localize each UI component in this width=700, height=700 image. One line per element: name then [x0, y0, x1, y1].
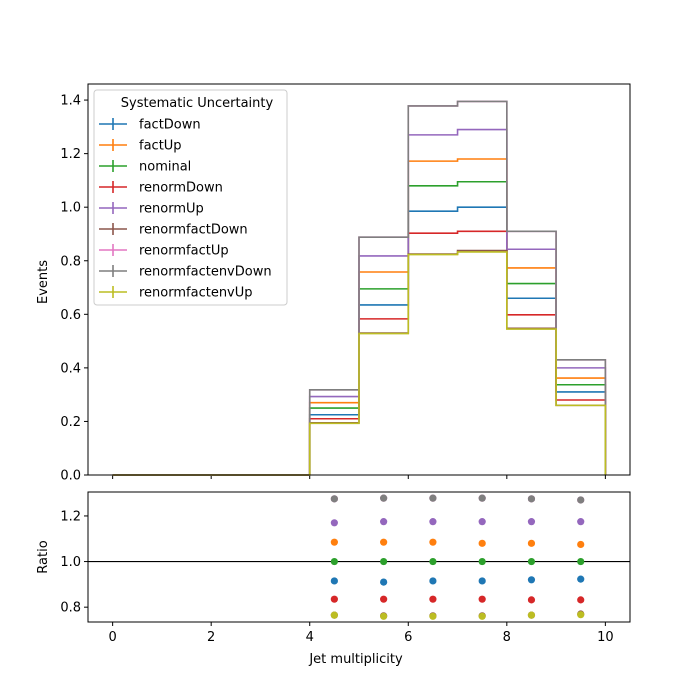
x-tick-label: 0	[108, 630, 116, 645]
legend-entry-renormfactenvDown: renormfactenvDown	[99, 265, 272, 280]
legend-entry-renormfactenvUp: renormfactenvUp	[99, 286, 253, 301]
main-y-tick-label: 0.2	[60, 415, 81, 430]
legend-label-renormDown: renormDown	[139, 181, 223, 196]
legend-title: Systematic Uncertainty	[121, 96, 274, 111]
ratio-point-factUp	[577, 540, 585, 549]
main-panel: 0.0 0.2 0.4 0.6 0.8 1.0 1.2 1.4 Events Systemat…	[36, 83, 631, 484]
main-y-axis-label: Events	[36, 260, 51, 304]
ratio-point-renormDown	[478, 595, 486, 603]
ratio-point-renormfactenvDown	[478, 494, 486, 502]
x-tick-label: 2	[207, 630, 215, 645]
legend-entries: factDown factUp nominal renormDown renormUp r…	[99, 118, 272, 301]
ratio-point-nominal	[429, 557, 437, 566]
ratio-point-nominal	[478, 557, 486, 566]
x-tick-label: 4	[306, 630, 314, 645]
legend-entry-renormDown: renormDown	[99, 181, 223, 196]
legend-box	[93, 89, 288, 306]
ratio-point-factUp	[330, 538, 338, 546]
ratio-point-renormfactenvUp	[330, 611, 338, 619]
x-axis-label: Jet multiplicity	[308, 652, 403, 667]
ratio-point-renormfactenvUp	[380, 612, 388, 620]
ratio-point-factDown	[429, 577, 437, 585]
ratio-point-renormfactenvDown	[527, 495, 536, 503]
main-y-tick-label: 0.4	[60, 361, 81, 376]
legend-label-factUp: factUp	[139, 139, 182, 154]
legend-entry-factDown: factDown	[99, 118, 201, 133]
legend-label-renormUp: renormUp	[139, 202, 204, 217]
ratio-point-nominal	[527, 557, 536, 566]
ratio-points	[330, 494, 585, 620]
ratio-point-renormUp	[478, 518, 486, 526]
ratio-point-factUp	[478, 539, 486, 547]
main-y-tick-label: 0.0	[60, 469, 81, 484]
main-plot-frame	[87, 83, 631, 476]
main-y-tick-label: 1.2	[60, 147, 81, 162]
ratio-point-renormfactenvUp	[527, 611, 536, 619]
ratio-point-renormDown	[527, 596, 536, 604]
ratio-y-tick-label: 1.2	[60, 509, 81, 524]
legend-label-nominal: nominal	[139, 160, 191, 175]
main-y-tick-label: 0.8	[60, 254, 81, 269]
ratio-point-renormUp	[330, 519, 338, 527]
ratio-point-nominal	[380, 557, 388, 566]
main-y-tick-label: 1.0	[60, 201, 81, 216]
ratio-y-tick-label: 0.8	[60, 601, 81, 616]
legend: Systematic Uncertainty factDown factUp nom…	[93, 89, 288, 306]
ratio-panel: 0 2 4 6 8 10 0.8 1.0 1.2 Ratio Jet multiplicity	[36, 491, 631, 667]
ratio-point-nominal	[330, 557, 338, 566]
ratio-y-axis-label: Ratio	[36, 540, 51, 573]
ratio-point-factUp	[527, 539, 536, 547]
ratio-point-renormUp	[380, 518, 388, 526]
ratio-point-factUp	[429, 538, 437, 546]
legend-label-renormfactUp: renormfactUp	[139, 244, 229, 259]
ratio-plot-frame	[87, 491, 631, 623]
ratio-point-renormfactenvUp	[577, 611, 585, 619]
ratio-point-renormUp	[577, 518, 585, 526]
legend-entry-factUp: factUp	[99, 139, 182, 154]
ratio-point-renormUp	[429, 518, 437, 526]
ratio-point-factDown	[380, 578, 388, 586]
ratio-point-renormfactenvUp	[429, 612, 437, 620]
legend-label-renormfactDown: renormfactDown	[139, 223, 248, 238]
ratio-point-renormDown	[330, 595, 338, 603]
ratio-ticks: 0 2 4 6 8 10 0.8 1.0 1.2	[60, 509, 613, 645]
x-tick-label: 6	[404, 630, 412, 645]
ratio-point-factDown	[330, 577, 338, 585]
ratio-y-tick-label: 1.0	[60, 555, 81, 570]
ratio-point-renormDown	[429, 595, 437, 603]
ratio-point-renormfactenvDown	[577, 496, 585, 504]
ratio-point-nominal	[577, 557, 585, 566]
ratio-point-factUp	[380, 538, 388, 546]
ratio-point-renormDown	[380, 595, 388, 603]
ratio-point-renormUp	[527, 518, 536, 526]
ratio-point-factDown	[527, 576, 536, 584]
ratio-point-renormfactenvDown	[330, 495, 338, 503]
main-y-tick-label: 1.4	[60, 94, 81, 109]
legend-label-renormfactenvUp: renormfactenvUp	[139, 286, 253, 301]
legend-entry-nominal: nominal	[99, 160, 191, 175]
ratio-point-renormfactenvDown	[429, 494, 437, 502]
legend-entry-renormfactUp: renormfactUp	[99, 244, 229, 259]
x-tick-label: 8	[503, 630, 511, 645]
legend-entry-renormfactDown: renormfactDown	[99, 223, 248, 238]
ratio-point-renormfactenvDown	[380, 494, 388, 502]
x-tick-label: 10	[597, 630, 614, 645]
ratio-point-renormfactenvUp	[478, 612, 486, 620]
legend-label-factDown: factDown	[139, 118, 201, 133]
ratio-point-factDown	[478, 577, 486, 585]
legend-entry-renormUp: renormUp	[99, 202, 204, 217]
legend-label-renormfactenvDown: renormfactenvDown	[139, 265, 272, 280]
main-y-tick-label: 0.6	[60, 308, 81, 323]
main-ticks: 0.0 0.2 0.4 0.6 0.8 1.0 1.2 1.4	[60, 94, 606, 484]
ratio-point-factDown	[577, 575, 585, 583]
ratio-point-renormDown	[577, 596, 585, 604]
